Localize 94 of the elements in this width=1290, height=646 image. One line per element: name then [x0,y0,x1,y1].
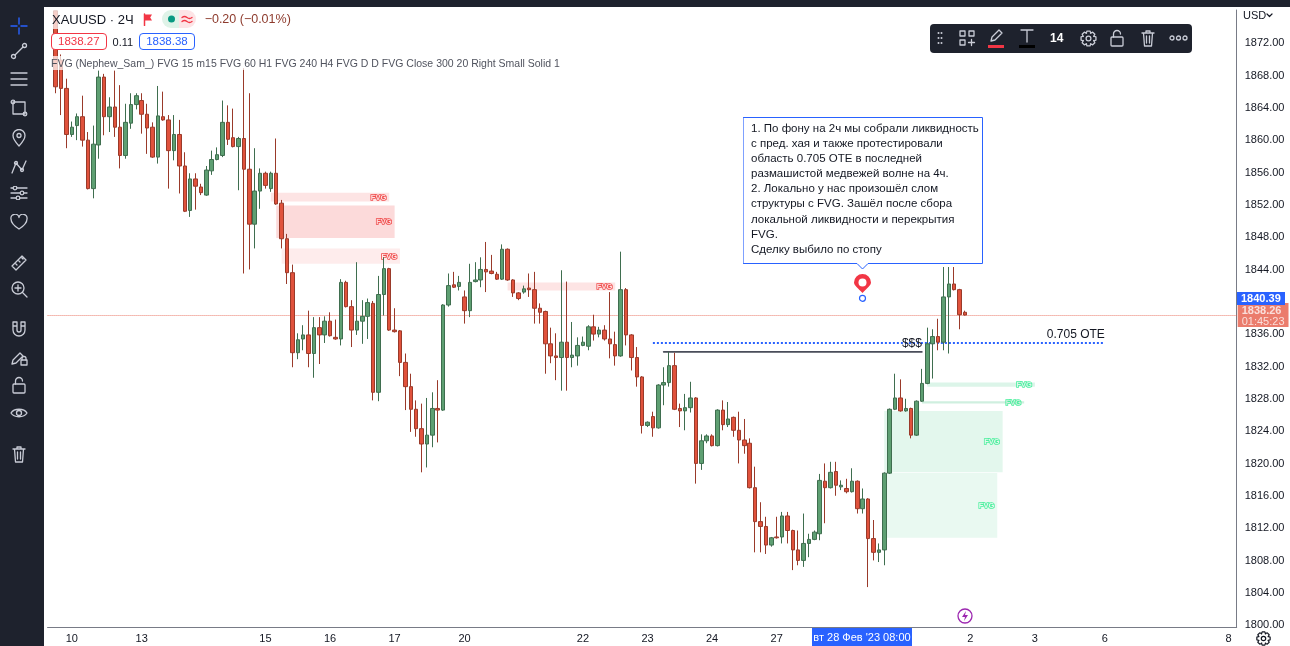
annotation: 0.11 [112,35,134,48]
candlestick [694,396,698,485]
candlestick [828,461,833,489]
candlestick [457,275,461,291]
ref-line-label: 1838.26 01:45:23 [1241,303,1285,327]
candlestick [645,420,650,428]
y-tick-label: 1868.00 [1244,68,1285,81]
candlestick [559,269,564,392]
y-tick-label: 1820.00 [1244,456,1285,469]
candlestick [839,479,843,491]
x-tick-label: 3 [1031,632,1038,644]
x-tick-label: 15 [259,632,272,644]
x-tick-label: 16 [323,632,337,644]
x-tick-label: 8 [1225,632,1232,644]
candlestick [721,399,725,431]
candlestick [75,112,79,141]
annotation: −0.20 (−0.01%) [204,12,291,26]
candlestick [339,278,343,346]
y-tick-label: 1832.00 [1244,359,1285,372]
candlestick [312,316,316,379]
y-tick-label: 1800.00 [1244,618,1285,631]
candlestick [269,171,273,193]
candlestick [855,479,860,515]
candlestick [102,73,106,136]
y-tick-label: 1860.00 [1244,133,1285,146]
text: 1. По фону на 2ч мы собрали ликвидность с пред. хая и также протестировали область 0.705 OTE в последней размашистой медвежей волне на 4ч. 2. Локально у нас произошёл слом структуры с FVG. Зашёл после сбора локальной ликвидности и перекрытия FVG. Сделку выбило по стопу [751,122,979,255]
candlestick [726,401,730,428]
x-tick-label: 6 [1101,632,1108,644]
series-label: $$$ [901,335,923,350]
candlestick [710,433,714,447]
candlestick [936,318,940,351]
annotation: 14 [1050,31,1064,45]
candlestick [834,461,838,497]
candlestick [172,114,176,161]
text: 1840.39 [1237,292,1285,305]
annotation: 1838.38 [139,33,195,50]
x-tick-label: 2 [967,632,974,644]
x-tick-label: 17 [388,632,401,644]
candlestick [500,243,504,281]
annotation: 1838.27 [51,33,107,50]
candlestick [769,536,774,548]
candlestick [715,408,720,447]
candlestick [435,379,440,443]
candlestick [156,85,160,165]
candlestick [468,263,472,318]
x-tick-label: 27 [770,632,783,644]
candlestick [613,331,617,367]
y-tick-label: 1856.00 [1244,165,1285,178]
x-tick-label: 23 [641,632,654,644]
y-tick-label: 1804.00 [1244,585,1285,598]
chart-title: XAUUSD · 2Ч [52,11,134,27]
candlestick [322,315,327,344]
y-tick-label: 1836.00 [1244,327,1285,340]
candlestick [904,398,908,413]
y-tick-label: 1816.00 [1244,488,1285,501]
x-tick-label: 22 [576,632,590,644]
candlestick [188,172,192,218]
y-tick-label: 1872.00 [1244,36,1285,49]
series-label: 0.705 OTE [1046,327,1105,341]
candlestick [333,319,338,341]
y-tick-label: 1808.00 [1244,553,1285,566]
y-tick-label: 1828.00 [1244,391,1285,404]
y-axis-title: USD [1243,9,1267,22]
candlestick [850,467,854,494]
candlestick [107,96,112,133]
candlestick [236,136,241,191]
y-tick-label: 1852.00 [1244,197,1285,210]
candlestick [898,378,903,413]
candlestick [70,121,74,138]
candlestick [495,271,499,281]
y-tick-label: 1864.00 [1244,100,1285,113]
y-tick-label: 1824.00 [1244,424,1285,437]
candlestick [844,478,849,494]
candlestick [774,516,779,540]
x-tick-label: 24 [705,632,719,644]
candlestick [860,487,865,515]
text: вт 28 Фев '23 08:00 [812,628,912,646]
candlestick [780,511,784,544]
x-tick-label: 10 [65,632,78,644]
candlestick [522,285,526,295]
candlestick [651,411,655,438]
y-tick-label: 1844.00 [1244,262,1285,275]
candlestick [263,171,268,190]
candlestick [597,326,601,338]
x-tick-label: 13 [135,632,148,644]
candlestick [823,462,827,524]
x-tick-label: 20 [458,632,471,644]
candlestick [317,316,322,365]
candlestick [909,407,913,439]
candlestick [452,271,456,289]
text: FVG (Nephew_Sam_) FVG 15 m15 FVG 60 H1 FVG 240 H4 FVG D D FVG Close 300 20 Right Small Solid 1 [49,56,562,70]
candlestick [618,251,623,358]
y-tick-label: 1848.00 [1244,230,1285,243]
y-tick-label: 1812.00 [1244,521,1285,534]
